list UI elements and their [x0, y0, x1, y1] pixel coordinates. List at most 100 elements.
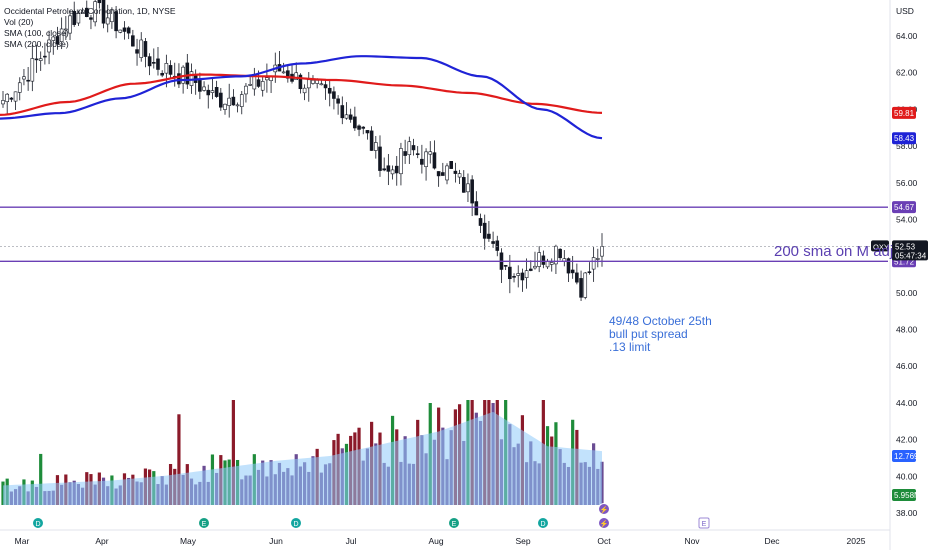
candle-body — [478, 218, 483, 226]
candle-body — [600, 246, 604, 257]
candle-body — [168, 65, 173, 75]
candle-body — [139, 39, 144, 58]
candle-body — [147, 56, 152, 67]
price-tag-text: 58.43 — [894, 134, 915, 143]
candle-body — [256, 79, 261, 87]
candle-body — [105, 17, 110, 25]
event-marker-label: D — [540, 521, 545, 528]
candle-body — [365, 130, 370, 134]
candle-body — [340, 105, 345, 119]
candle-body — [453, 170, 458, 174]
candle-body — [436, 171, 441, 177]
x-tick-label: Apr — [95, 536, 108, 546]
candle-body — [378, 146, 382, 171]
candle-body — [386, 165, 391, 172]
volume-bar — [231, 400, 235, 505]
candle-body — [508, 266, 512, 280]
chart-legend: Occidental Petroleum Corporation, 1D, NY… — [4, 6, 176, 50]
candle-body — [537, 252, 541, 267]
candle-body — [131, 35, 135, 47]
candle-body — [382, 168, 386, 171]
annotation-line-1: 49/48 October 25th — [609, 314, 712, 328]
candle-body — [202, 86, 206, 91]
x-tick-label: Nov — [684, 536, 700, 546]
event-marker-circle — [290, 517, 302, 529]
event-marker: E — [198, 517, 210, 529]
candle-body — [470, 179, 474, 204]
event-marker: D — [290, 517, 302, 529]
legend-title: Occidental Petroleum Corporation, 1D, NY… — [4, 6, 176, 16]
candle-body — [206, 89, 211, 96]
volume-ma-area — [3, 411, 602, 505]
event-marker-label: D — [293, 521, 298, 528]
event-marker-box — [698, 517, 710, 529]
candle-body — [51, 36, 56, 41]
candle-body — [84, 7, 89, 17]
candle-body — [143, 41, 148, 57]
candle-body — [503, 265, 508, 267]
candle-body — [17, 82, 22, 93]
x-tick-label: Jun — [269, 536, 283, 546]
event-marker: ⚡ — [598, 503, 610, 515]
price-tag-text: 54.67 — [894, 203, 915, 212]
candle-body — [482, 222, 487, 239]
candle-body — [428, 151, 433, 155]
candle-body — [403, 151, 407, 156]
candle-body — [126, 27, 131, 34]
annotation-line-2: bull put spread — [609, 327, 688, 341]
annotation-line-3: .13 limit — [609, 340, 651, 354]
price-tag-text: 51.72 — [894, 257, 915, 266]
candle-body — [34, 58, 39, 61]
event-marker-circle — [32, 517, 44, 529]
y-tick-label: 42.00 — [896, 435, 918, 445]
currency-label: USD — [896, 6, 914, 16]
x-tick-label: Dec — [764, 536, 780, 546]
candle-body — [336, 98, 340, 104]
y-tick-label: 58.00 — [896, 141, 918, 151]
volume-bar — [177, 414, 181, 505]
candle-body — [93, 1, 97, 23]
candle-body — [361, 126, 366, 129]
candle-body — [545, 261, 550, 268]
candle-body — [298, 74, 303, 90]
candle-body — [30, 58, 35, 82]
candle-body — [420, 158, 424, 165]
candle-body — [248, 84, 252, 86]
candle-body — [541, 255, 546, 265]
countdown-text: 05:47:34 — [895, 251, 927, 260]
candle-body — [151, 62, 156, 64]
candle-body — [353, 116, 357, 129]
event-marker-label: E — [702, 521, 707, 528]
price-tag: 58.43 — [892, 132, 916, 145]
candle-body — [399, 148, 403, 175]
candle-body — [114, 11, 118, 32]
x-tick-label: Mar — [15, 536, 30, 546]
candle-body — [110, 9, 114, 23]
candles — [1, 0, 604, 301]
price-tag-text: 59.81 — [894, 109, 915, 118]
legend-vol: Vol (20) — [4, 17, 34, 27]
candle-body — [587, 271, 592, 273]
candle-body — [198, 80, 202, 92]
candle-body — [332, 91, 336, 99]
y-tick-label: 64.00 — [896, 31, 918, 41]
y-tick-label: 50.00 — [896, 288, 918, 298]
candle-body — [570, 269, 575, 274]
candle-body — [461, 177, 466, 193]
sma200-line — [0, 73, 603, 116]
price-tag-bg — [892, 450, 916, 462]
candle-body — [524, 270, 529, 278]
price-tag-bg — [892, 489, 916, 501]
candle-body — [235, 104, 240, 107]
candle-body — [89, 17, 93, 20]
candle-body — [55, 36, 60, 45]
candle-body — [231, 96, 236, 106]
last-price-text: 52.53 — [895, 242, 916, 251]
symbol-tag-bg — [871, 240, 889, 252]
candle-body — [466, 183, 470, 193]
y-tick-label: 38.00 — [896, 508, 918, 518]
candle-body — [64, 28, 68, 31]
candle-body — [445, 165, 449, 181]
candle-body — [43, 55, 47, 58]
